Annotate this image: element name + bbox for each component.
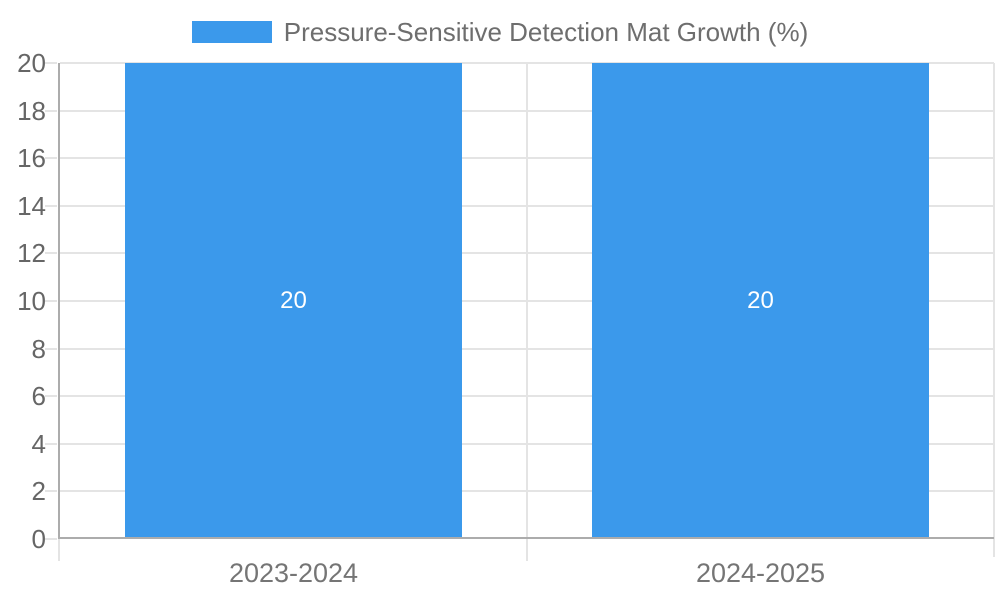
y-tick-label: 12	[17, 238, 46, 269]
bar[interactable]	[125, 63, 462, 539]
y-tick-label: 14	[17, 190, 46, 221]
legend-label: Pressure-Sensitive Detection Mat Growth …	[283, 17, 809, 47]
legend-swatch-icon	[191, 21, 272, 43]
category-divider	[526, 63, 528, 561]
x-category-label: 2024-2025	[695, 558, 826, 588]
y-tick-label: 16	[17, 143, 46, 174]
y-tick	[45, 109, 57, 112]
bar[interactable]	[592, 63, 929, 539]
y-tick-label: 8	[31, 333, 46, 364]
bar-value-label: 20	[280, 287, 307, 314]
y-tick	[45, 62, 57, 64]
y-tick	[45, 347, 57, 350]
x-category-label: 2023-2024	[228, 558, 359, 588]
legend[interactable]: Pressure-Sensitive Detection Mat Growth …	[0, 18, 1000, 46]
y-tick-label: 10	[17, 286, 46, 316]
x-axis-line	[58, 537, 994, 539]
y-tick	[45, 490, 57, 493]
bar-value-label: 20	[747, 287, 774, 314]
y-tick-label: 6	[31, 381, 46, 412]
y-tick-label: 2	[31, 476, 46, 507]
y-tick	[45, 442, 57, 445]
y-axis-line	[58, 63, 60, 539]
y-tick	[45, 538, 57, 540]
y-tick-label: 20	[17, 48, 46, 78]
y-tick-label: 18	[17, 95, 46, 126]
y-tick-label: 0	[31, 524, 46, 554]
y-tick	[45, 204, 57, 207]
y-tick	[45, 300, 57, 302]
plot-right-border	[993, 63, 995, 557]
y-tick	[45, 157, 57, 160]
y-tick	[45, 395, 57, 398]
y-tick-label: 4	[31, 428, 46, 459]
y-tick	[45, 252, 57, 255]
y-axis-tick-below	[58, 539, 60, 561]
